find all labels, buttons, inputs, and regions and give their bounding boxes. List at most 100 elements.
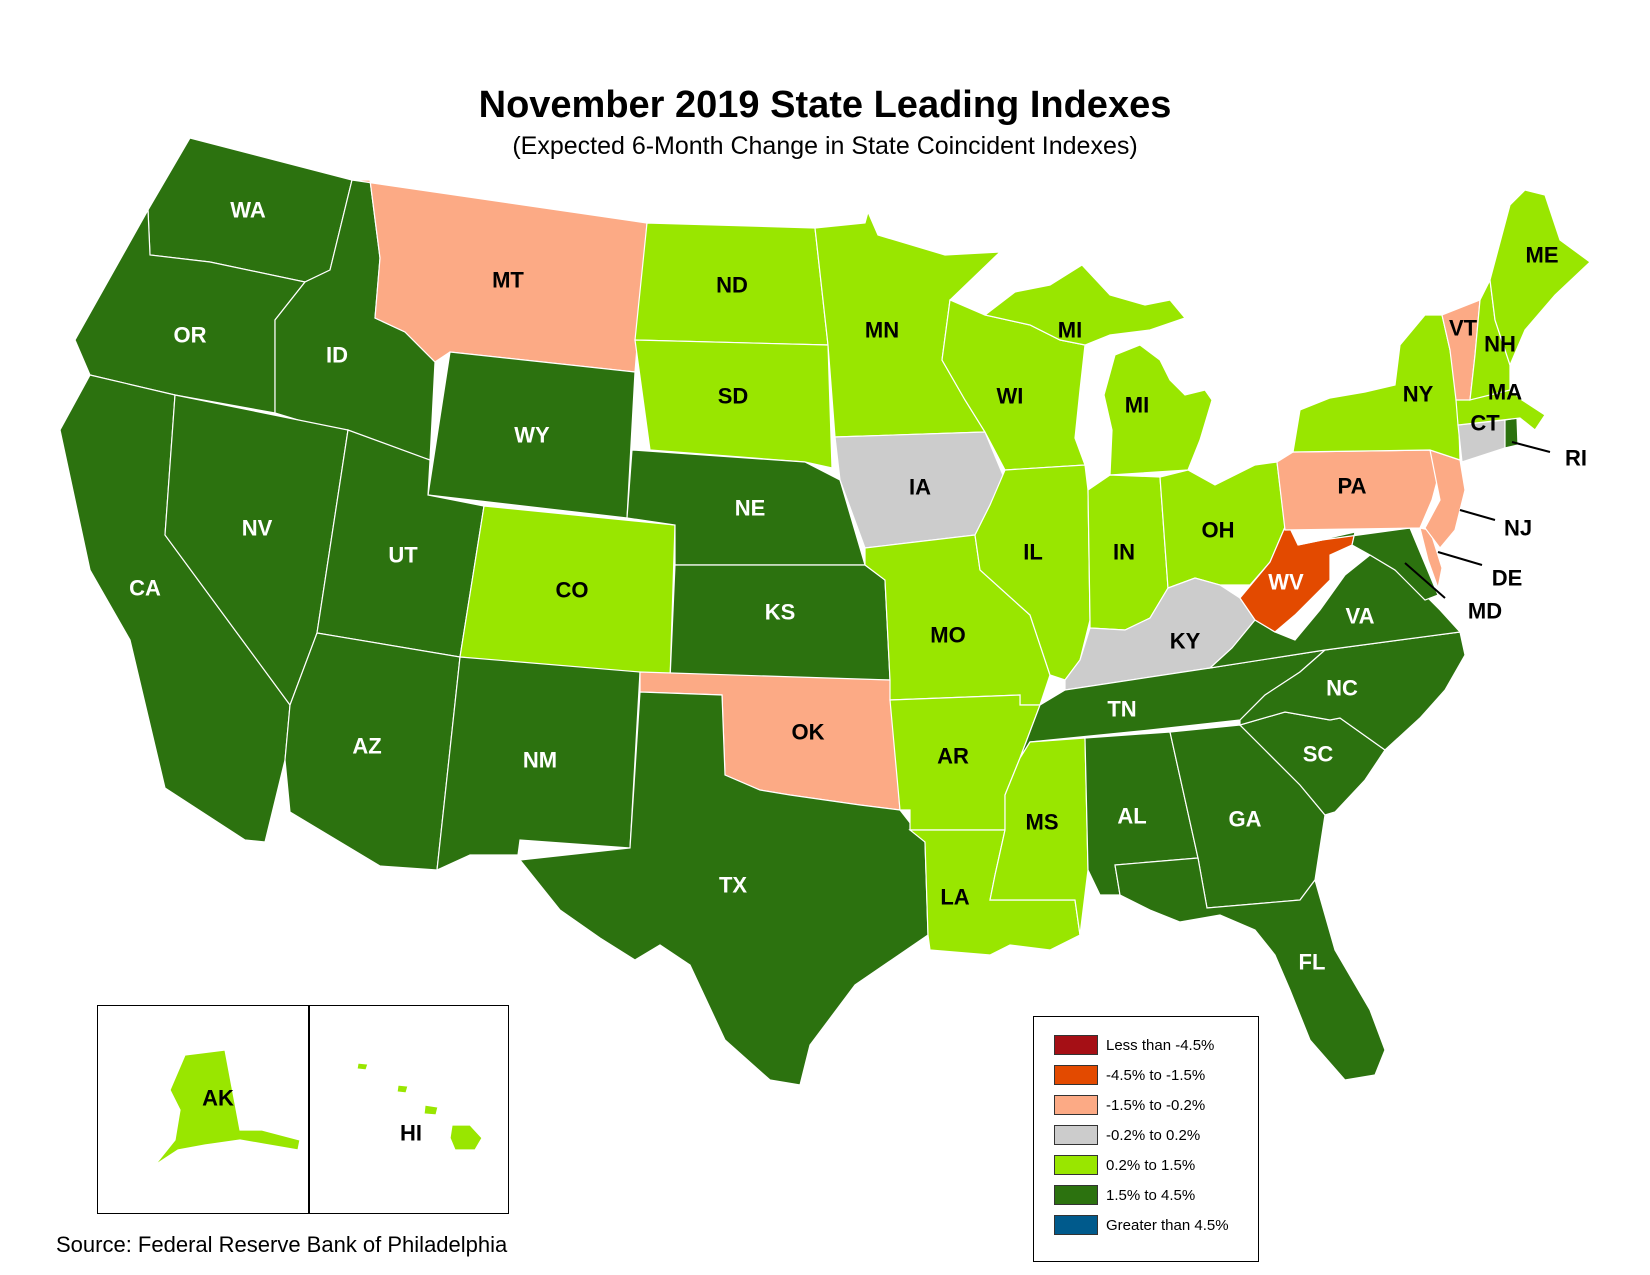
label-FL: FL bbox=[1299, 950, 1326, 975]
label-CA: CA bbox=[129, 576, 161, 601]
label-LA: LA bbox=[940, 885, 969, 910]
state-ME[interactable] bbox=[1489, 189, 1591, 367]
state-HI[interactable] bbox=[356, 1062, 483, 1151]
inset-box bbox=[97, 1005, 509, 1214]
label-NY: NY bbox=[1403, 382, 1434, 407]
legend-item: -4.5% to -1.5% bbox=[1054, 1064, 1205, 1086]
label-ME: ME bbox=[1526, 243, 1559, 268]
label-AR: AR bbox=[937, 744, 969, 769]
legend-swatch bbox=[1054, 1155, 1098, 1175]
label-PA: PA bbox=[1338, 474, 1367, 499]
label-OH: OH bbox=[1202, 518, 1235, 543]
label-KY: KY bbox=[1170, 629, 1201, 654]
label-CT: CT bbox=[1470, 411, 1500, 436]
legend-label: -4.5% to -1.5% bbox=[1106, 1066, 1206, 1084]
label-MD: MD bbox=[1468, 599, 1502, 624]
legend-item: 0.2% to 1.5% bbox=[1054, 1154, 1195, 1176]
legend-item: -1.5% to -0.2% bbox=[1054, 1094, 1205, 1116]
label-MA: MA bbox=[1488, 380, 1522, 405]
state-TX[interactable] bbox=[518, 691, 929, 1086]
legend-swatch bbox=[1054, 1035, 1098, 1055]
label-WY: WY bbox=[514, 423, 550, 448]
label-HI: HI bbox=[400, 1121, 422, 1146]
legend-item: -0.2% to 0.2% bbox=[1054, 1124, 1200, 1146]
label-MO: MO bbox=[930, 623, 965, 648]
label-WA: WA bbox=[230, 198, 266, 223]
label-KS: KS bbox=[765, 600, 796, 625]
label-VT: VT bbox=[1449, 316, 1478, 341]
map-title: November 2019 State Leading Indexes bbox=[478, 84, 1172, 126]
label-MT: MT bbox=[492, 268, 524, 293]
label-RI: RI bbox=[1565, 446, 1587, 471]
legend-swatch bbox=[1054, 1125, 1098, 1145]
leader-NJ bbox=[1459, 509, 1496, 521]
label-MI-upper: MI bbox=[1058, 318, 1082, 343]
map-subtitle: (Expected 6-Month Change in State Coinci… bbox=[512, 132, 1138, 160]
state-NJ[interactable] bbox=[1424, 449, 1466, 549]
label-MI: MI bbox=[1125, 393, 1149, 418]
state-NC[interactable] bbox=[1239, 631, 1466, 751]
label-VA: VA bbox=[1346, 604, 1375, 629]
label-NE: NE bbox=[735, 496, 766, 521]
legend-swatch bbox=[1054, 1215, 1098, 1235]
label-DE: DE bbox=[1492, 566, 1523, 591]
legend-label: -0.2% to 0.2% bbox=[1106, 1126, 1201, 1144]
label-UT: UT bbox=[388, 543, 418, 568]
state-IL[interactable] bbox=[974, 464, 1091, 681]
label-NH: NH bbox=[1484, 332, 1516, 357]
source-note: Source: Federal Reserve Bank of Philadel… bbox=[56, 1232, 508, 1257]
state-MD[interactable] bbox=[1297, 527, 1439, 601]
label-ID: ID bbox=[326, 343, 348, 368]
legend-label: Less than -4.5% bbox=[1106, 1036, 1215, 1054]
legend-item: Greater than 4.5% bbox=[1054, 1214, 1229, 1236]
legend-swatch bbox=[1054, 1095, 1098, 1115]
state-MA[interactable] bbox=[1455, 389, 1546, 431]
label-IN: IN bbox=[1113, 540, 1135, 565]
label-MS: MS bbox=[1026, 810, 1059, 835]
leader-RI bbox=[1511, 441, 1551, 453]
label-AZ: AZ bbox=[352, 734, 381, 759]
state-FL[interactable] bbox=[1114, 857, 1386, 1081]
label-OK: OK bbox=[792, 720, 825, 745]
legend-label: Greater than 4.5% bbox=[1106, 1216, 1229, 1234]
label-IA: IA bbox=[909, 475, 931, 500]
label-MN: MN bbox=[865, 318, 899, 343]
legend: Less than -4.5% -4.5% to -1.5% -1.5% to -0… bbox=[1033, 1016, 1259, 1262]
label-OR: OR bbox=[174, 323, 207, 348]
state-MS[interactable] bbox=[989, 737, 1089, 936]
label-AK: AK bbox=[202, 1086, 234, 1111]
leader-MD bbox=[1404, 562, 1446, 599]
label-TX: TX bbox=[719, 873, 747, 898]
label-NC: NC bbox=[1326, 676, 1358, 701]
state-NY[interactable] bbox=[1292, 314, 1461, 461]
state-SD[interactable] bbox=[634, 339, 833, 469]
label-NM: NM bbox=[523, 748, 557, 773]
label-WI: WI bbox=[997, 384, 1024, 409]
label-WV: WV bbox=[1268, 570, 1304, 595]
label-GA: GA bbox=[1229, 807, 1262, 832]
label-ND: ND bbox=[716, 273, 748, 298]
label-TN: TN bbox=[1107, 697, 1136, 722]
legend-swatch bbox=[1054, 1065, 1098, 1085]
label-NV: NV bbox=[242, 516, 273, 541]
label-SD: SD bbox=[718, 384, 749, 409]
label-IL: IL bbox=[1023, 540, 1043, 565]
label-SC: SC bbox=[1303, 742, 1334, 767]
legend-item: Less than -4.5% bbox=[1054, 1034, 1214, 1056]
label-AL: AL bbox=[1117, 804, 1146, 829]
state-NM[interactable] bbox=[436, 656, 641, 871]
leader-DE bbox=[1437, 551, 1483, 566]
legend-label: 0.2% to 1.5% bbox=[1106, 1156, 1196, 1174]
label-NJ: NJ bbox=[1504, 516, 1532, 541]
legend-item: 1.5% to 4.5% bbox=[1054, 1184, 1195, 1206]
state-MI[interactable] bbox=[1103, 344, 1213, 476]
state-MI-upper[interactable] bbox=[983, 264, 1187, 346]
legend-label: 1.5% to 4.5% bbox=[1106, 1186, 1196, 1204]
legend-swatch bbox=[1054, 1185, 1098, 1205]
state-AK[interactable] bbox=[154, 1049, 301, 1166]
legend-label: -1.5% to -0.2% bbox=[1106, 1096, 1206, 1114]
inset-divider bbox=[308, 1005, 310, 1214]
label-CO: CO bbox=[556, 578, 589, 603]
